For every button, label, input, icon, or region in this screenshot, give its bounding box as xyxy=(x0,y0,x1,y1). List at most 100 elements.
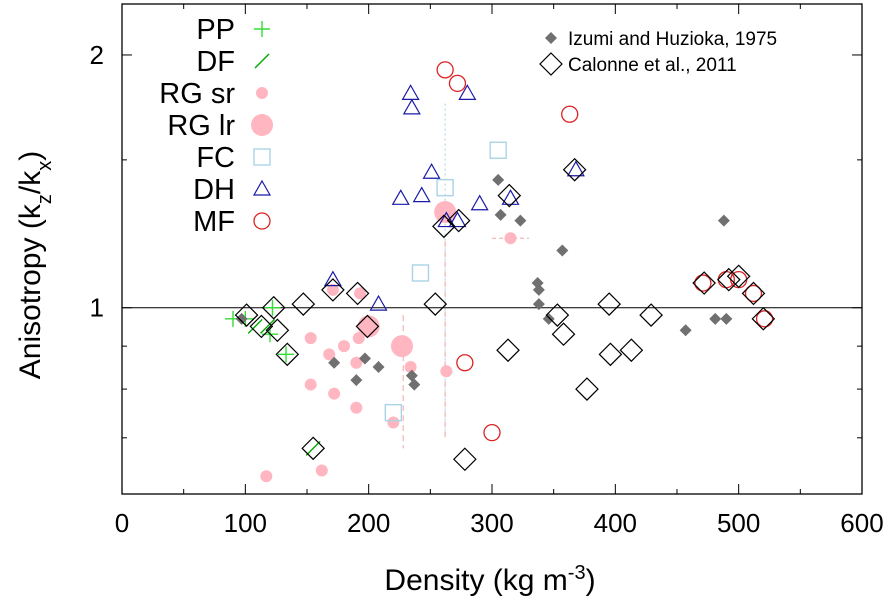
legend-label: RG lr xyxy=(167,110,235,142)
legend-item: PP xyxy=(196,14,270,46)
series-5 xyxy=(323,84,585,311)
plot-area xyxy=(122,61,862,483)
data-point xyxy=(448,74,467,93)
data-point xyxy=(265,318,290,343)
x-axis-title-tail: ) xyxy=(586,564,596,597)
data-point xyxy=(235,312,248,325)
data-point xyxy=(278,346,295,363)
x-tick-label: 600 xyxy=(840,508,883,538)
y-axis-title-main: Anisotropy (k xyxy=(14,203,47,379)
data-point xyxy=(437,211,456,228)
x-tick-label: 500 xyxy=(717,508,760,538)
data-point xyxy=(470,194,489,211)
data-point xyxy=(483,423,501,442)
data-point xyxy=(384,403,403,422)
legend-item: DH xyxy=(193,174,272,206)
data-point xyxy=(436,61,454,79)
data-point xyxy=(305,440,321,456)
data-point xyxy=(575,377,599,401)
data-point xyxy=(448,211,467,228)
legend-marker xyxy=(253,212,271,230)
data-point xyxy=(357,315,380,338)
legend-marker xyxy=(252,179,272,196)
data-point xyxy=(751,306,776,331)
series-6 xyxy=(436,61,774,442)
y-axis-title: Anisotropy (kz/kx) xyxy=(14,151,56,379)
data-point xyxy=(446,208,471,233)
data-point xyxy=(566,160,585,177)
data-point xyxy=(597,292,622,316)
data-point xyxy=(717,214,730,227)
data-point xyxy=(387,416,400,429)
data-point xyxy=(275,342,300,367)
data-point xyxy=(352,332,365,345)
y-tick-label: 1 xyxy=(90,293,104,323)
data-point xyxy=(350,374,363,387)
series-1 xyxy=(247,318,321,456)
y-axis-title-sub1: z xyxy=(34,194,56,204)
legend-marker xyxy=(254,21,270,37)
data-point xyxy=(453,447,477,472)
data-point xyxy=(338,340,350,353)
legend-label: DH xyxy=(193,174,235,206)
data-point xyxy=(532,298,545,311)
x-axis-title-sup: -3 xyxy=(568,562,586,584)
data-point xyxy=(326,283,339,296)
data-point xyxy=(679,324,692,337)
data-point xyxy=(234,303,259,327)
data-point xyxy=(709,312,722,325)
x-axis-title: Density (kg m-3) xyxy=(384,562,595,597)
legend-item: Calonne et al., 2011 xyxy=(539,52,737,76)
data-point xyxy=(321,278,345,302)
data-point xyxy=(726,264,751,289)
data-point xyxy=(501,189,520,205)
x-tick-label: 300 xyxy=(470,508,513,538)
series-7 xyxy=(235,173,733,391)
data-point xyxy=(304,332,317,345)
data-point xyxy=(323,270,342,287)
legend-label: RG sr xyxy=(159,78,235,110)
legend-marker xyxy=(254,53,270,69)
series-8 xyxy=(234,157,776,472)
data-point xyxy=(744,284,763,303)
data-point xyxy=(561,105,579,123)
data-point xyxy=(249,314,274,339)
data-point xyxy=(412,186,431,203)
legend-marker xyxy=(251,114,273,136)
data-point xyxy=(755,310,774,328)
legend-label: MF xyxy=(193,206,235,238)
data-point xyxy=(328,387,341,400)
y-tick-label: 2 xyxy=(90,40,104,70)
data-point xyxy=(492,173,505,186)
data-point xyxy=(422,163,441,179)
axes: 0 100 200 300 400 500 600 1 2 xyxy=(90,3,884,538)
legend-label: PP xyxy=(196,14,235,46)
data-point xyxy=(315,464,328,477)
legend-marker xyxy=(253,148,271,166)
data-point xyxy=(328,356,341,369)
data-point xyxy=(401,84,420,100)
legend-label: DF xyxy=(196,46,235,78)
data-point xyxy=(741,281,766,306)
y-axis-title-mid: /k xyxy=(14,170,47,194)
data-point xyxy=(432,214,456,239)
data-point xyxy=(323,348,336,361)
legend-right: Izumi and Huzioka, 1975 Calonne et al., 2… xyxy=(539,29,777,76)
data-point xyxy=(551,322,576,347)
data-point xyxy=(717,271,735,289)
data-point xyxy=(291,292,316,316)
data-point xyxy=(545,303,570,327)
series-3 xyxy=(357,201,457,358)
data-point xyxy=(619,338,644,363)
data-point xyxy=(350,356,363,369)
data-point xyxy=(301,436,326,461)
data-point xyxy=(369,294,388,311)
legend-marker xyxy=(539,52,563,76)
data-point xyxy=(408,378,421,391)
y-axis-title-sub2: x xyxy=(34,161,56,171)
legend-label: FC xyxy=(196,142,235,174)
legend-item: DF xyxy=(196,46,270,78)
data-point xyxy=(692,271,716,295)
data-point xyxy=(261,295,286,320)
